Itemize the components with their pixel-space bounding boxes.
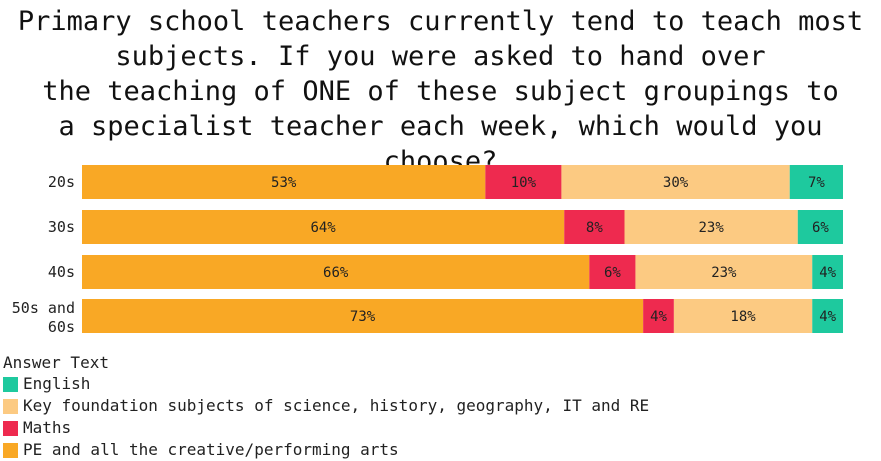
data-label: 4%: [819, 309, 836, 325]
bar-segment-key-foundation-subjects-of-science-history-geography-it-and-re: [624, 210, 798, 244]
legend-swatch: [3, 376, 18, 392]
bar-segment-key-foundation-subjects-of-science-history-geography-it-and-re: [635, 255, 813, 289]
data-label: 6%: [604, 265, 621, 281]
category-label: 30s: [48, 218, 75, 236]
bar-segment-maths: [589, 255, 636, 289]
data-label: 30%: [663, 175, 689, 191]
data-label: 18%: [730, 309, 756, 325]
data-label: 4%: [650, 309, 667, 325]
data-label: 64%: [310, 220, 336, 236]
bar-segment-key-foundation-subjects-of-science-history-geography-it-and-re: [673, 299, 813, 333]
legend-title: Answer Text: [3, 353, 109, 372]
data-label: 66%: [323, 265, 349, 281]
legend-item: Key foundation subjects of science, hist…: [3, 395, 649, 417]
legend-item: Maths: [3, 417, 649, 439]
stacked-bar-chart: 20s 53% 10% 30% 7% 30s 64% 8% 23% 6% 40s 66% 6% 23% 4%…: [12, 165, 843, 336]
bar-segment-pe-and-all-the-creative-performing-arts: [82, 255, 590, 289]
data-label: 8%: [586, 220, 603, 236]
category-label: 20s: [48, 173, 75, 191]
data-label: 6%: [812, 220, 829, 236]
bar-segment-key-foundation-subjects-of-science-history-geography-it-and-re: [561, 165, 790, 199]
data-label: 7%: [808, 175, 825, 191]
legend-label: Key foundation subjects of science, hist…: [23, 396, 650, 415]
data-label: 23%: [698, 220, 724, 236]
bar-segment-maths: [643, 299, 674, 333]
data-label: 4%: [819, 265, 836, 281]
data-label: 10%: [511, 175, 537, 191]
chart-title: Primary school teachers currently tend t…: [17, 6, 864, 177]
legend-label: English: [23, 374, 91, 393]
legend-items: English Key foundation subjects of scienc…: [3, 373, 649, 461]
bar-segment-maths: [485, 165, 562, 199]
legend-label: PE and all the creative/performing arts: [23, 440, 399, 459]
legend-label: Maths: [23, 418, 72, 437]
data-label: 23%: [711, 265, 737, 281]
data-label: 73%: [350, 309, 376, 325]
bar-segment-english: [812, 255, 843, 289]
bar-segment-pe-and-all-the-creative-performing-arts: [82, 210, 565, 244]
data-label: 53%: [271, 175, 297, 191]
bar-segment-english: [812, 299, 843, 333]
bar-segment-english: [797, 210, 843, 244]
legend: Answer Text English Key foundation subjec…: [3, 352, 649, 461]
bar-segment-pe-and-all-the-creative-performing-arts: [82, 299, 644, 333]
legend-item: English: [3, 373, 649, 395]
legend-swatch: [3, 442, 18, 458]
bar-segment-english: [789, 165, 843, 199]
bar-segment-maths: [564, 210, 625, 244]
bar-segment-pe-and-all-the-creative-performing-arts: [82, 165, 486, 199]
category-label: 40s: [48, 263, 75, 281]
legend-swatch: [3, 398, 18, 414]
legend-swatch: [3, 420, 18, 436]
category-label: 50s and 60s: [12, 299, 75, 336]
legend-item: PE and all the creative/performing arts: [3, 439, 649, 461]
